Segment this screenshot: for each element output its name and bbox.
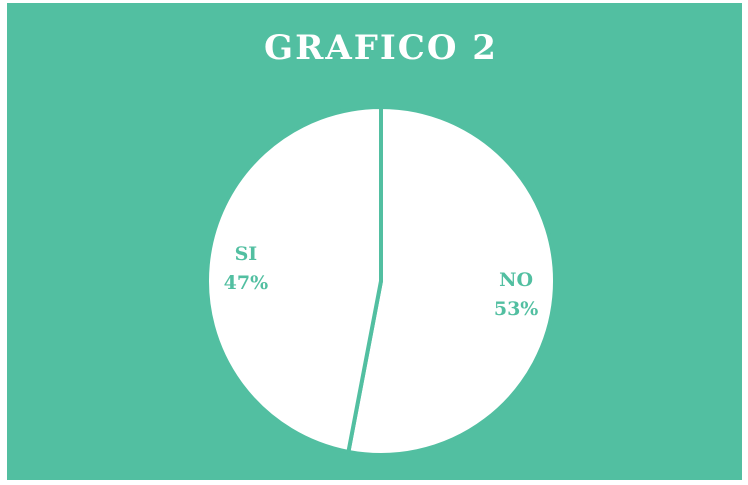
slice-value-label: 47% xyxy=(224,272,269,294)
chart-title: GRAFICO 2 xyxy=(264,28,498,68)
slice-value-label: 53% xyxy=(494,298,539,320)
pie-slice xyxy=(205,105,383,454)
slice-category-label: SI xyxy=(235,243,258,265)
slice-category-label: NO xyxy=(499,269,533,291)
pie-slice xyxy=(346,105,557,457)
